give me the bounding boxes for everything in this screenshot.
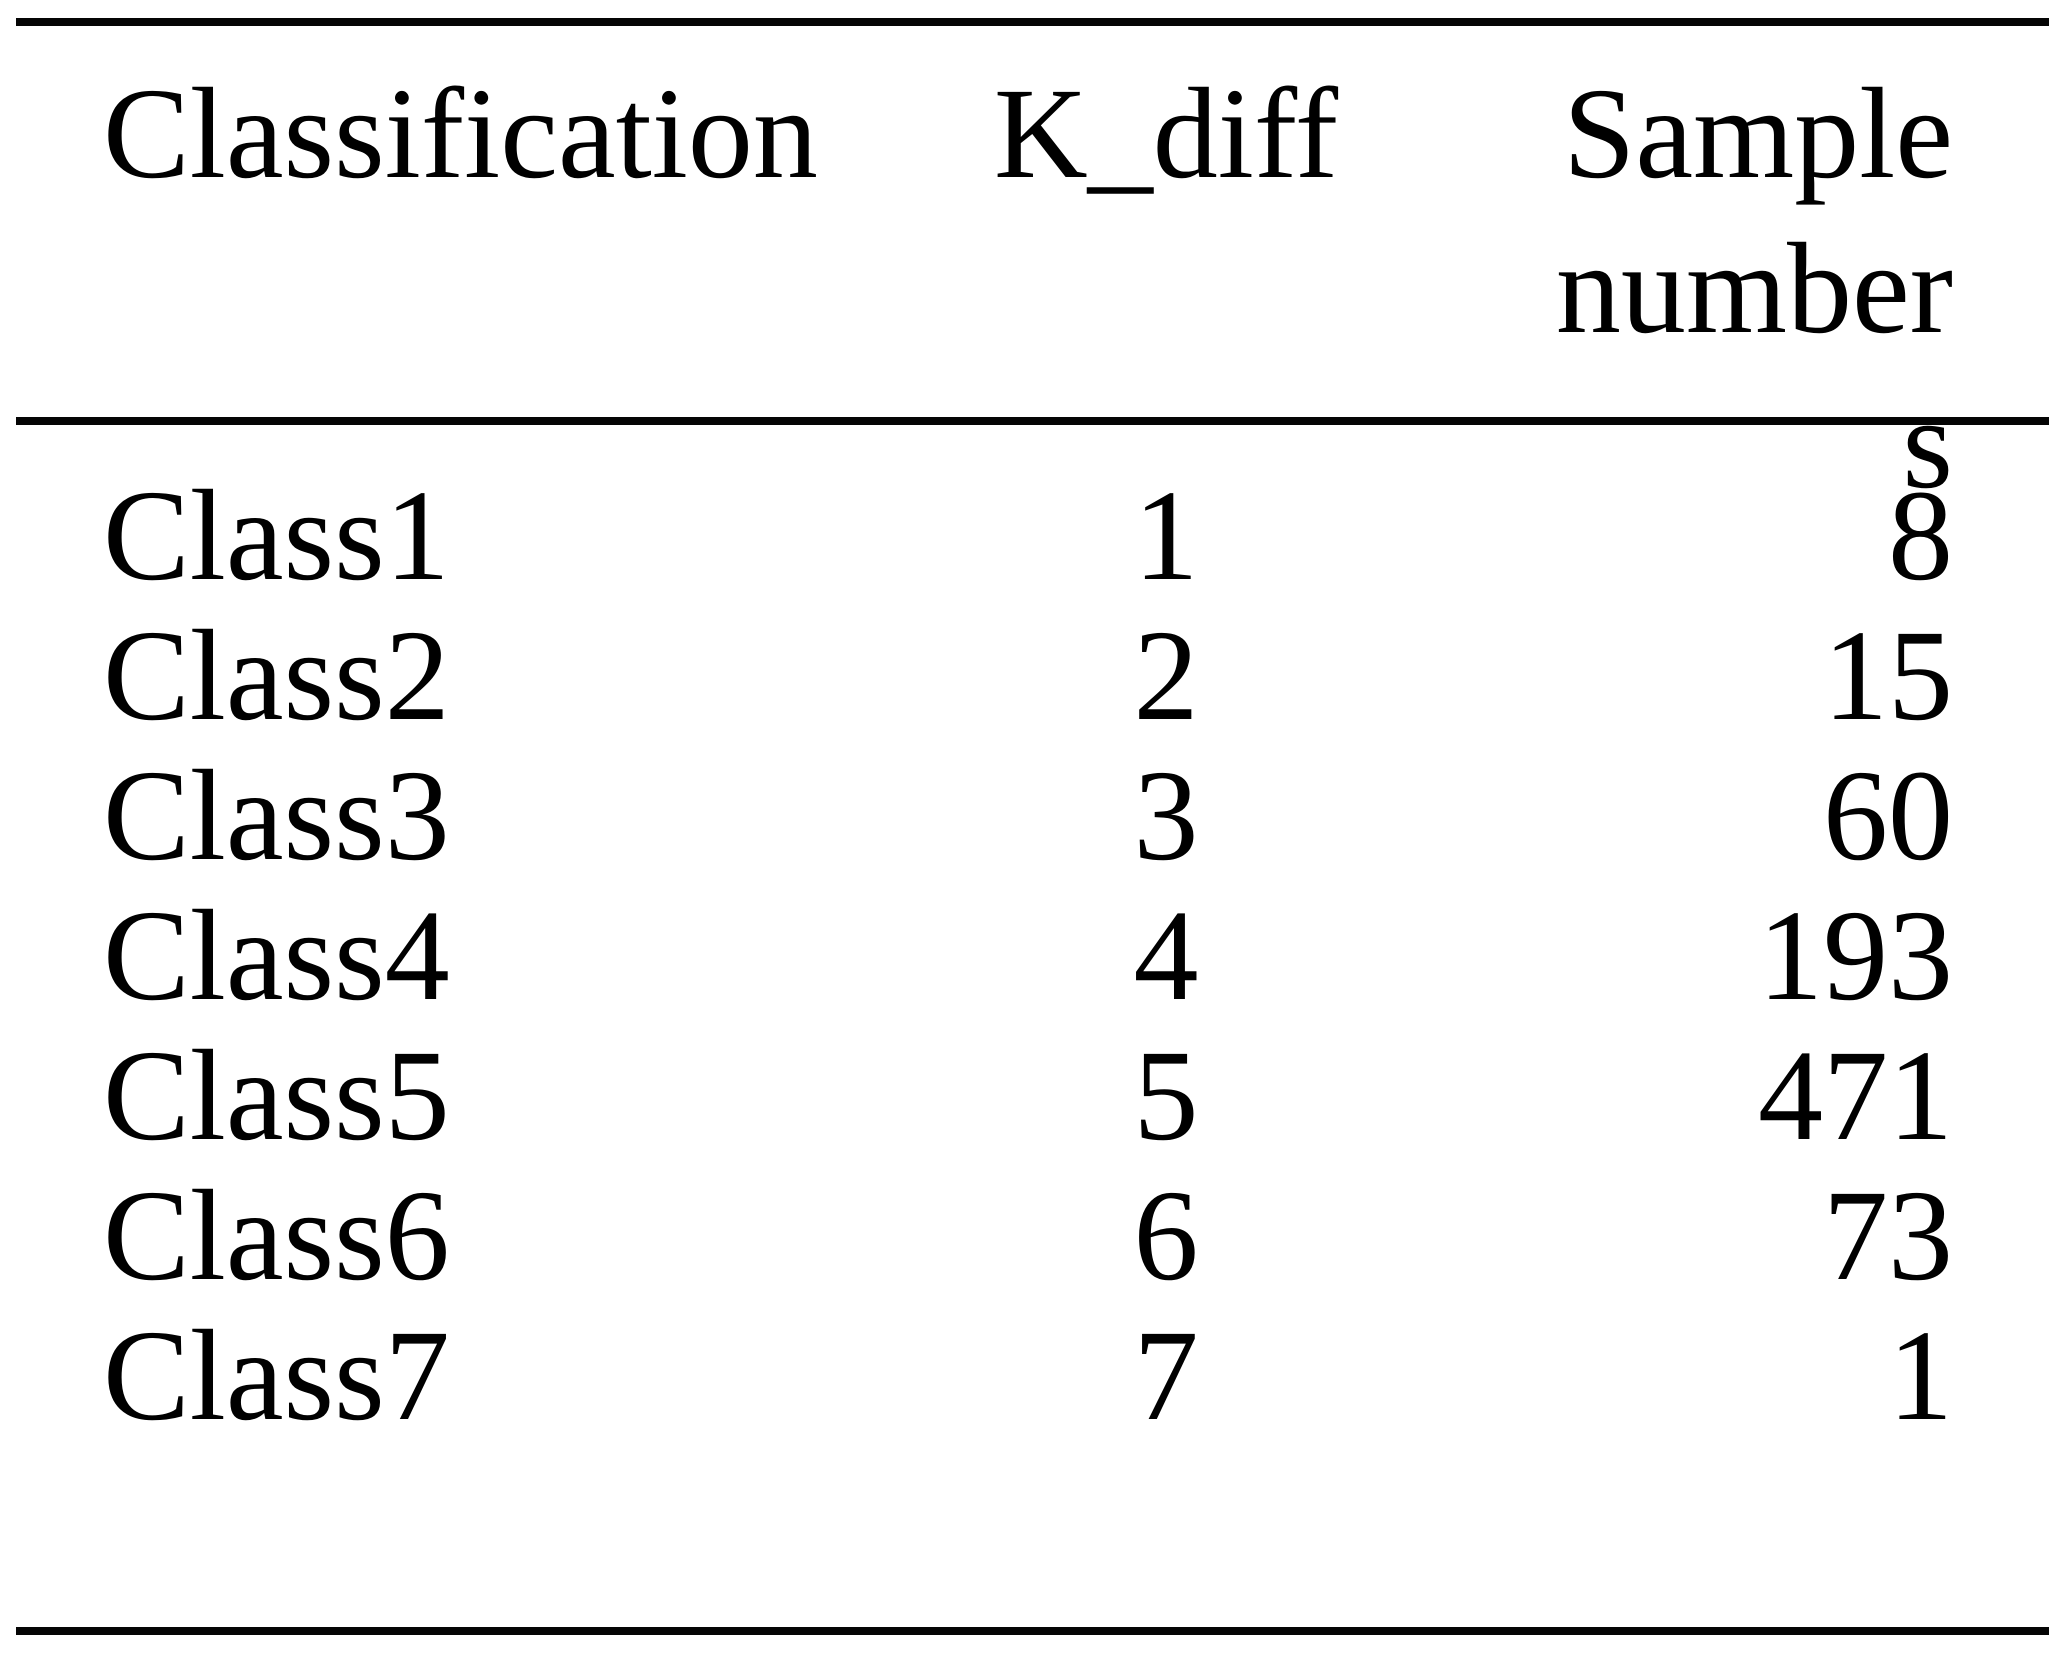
cell-sample-numbers: 15 <box>1823 604 1953 748</box>
cell-k-diff: 3 <box>1133 744 1199 888</box>
cell-classification: Class7 <box>103 1304 450 1448</box>
header-sample-numbers: Sample numbers <box>1555 62 1953 516</box>
cell-classification: Class1 <box>103 464 450 608</box>
cell-k-diff: 4 <box>1133 884 1199 1028</box>
cell-sample-numbers: 1 <box>1888 1304 1953 1448</box>
table-row: Class6 6 73 <box>16 1166 2049 1306</box>
cell-k-diff: 6 <box>1133 1164 1199 1308</box>
cell-k-diff: 5 <box>1133 1024 1199 1168</box>
cell-sample-numbers: 73 <box>1823 1164 1953 1308</box>
table-header-row: Classification K_diff Sample numbers <box>16 26 2049 516</box>
table-row: Class3 3 60 <box>16 746 2049 886</box>
table-row: Class4 4 193 <box>16 886 2049 1026</box>
header-k-diff: K_diff <box>993 62 1339 206</box>
cell-sample-numbers: 8 <box>1888 464 1953 608</box>
table-row: Class7 7 1 <box>16 1306 2049 1446</box>
cell-classification: Class4 <box>103 884 450 1028</box>
header-classification: Classification <box>103 62 818 206</box>
cell-classification: Class2 <box>103 604 450 748</box>
cell-classification: Class6 <box>103 1164 450 1308</box>
paper-table-page: { "document": { "kind": "academic-table"… <box>0 18 2067 1677</box>
cell-sample-numbers: 471 <box>1758 1024 1953 1168</box>
cell-sample-numbers: 193 <box>1758 884 1953 1028</box>
cell-k-diff: 7 <box>1133 1304 1199 1448</box>
cell-k-diff: 1 <box>1133 464 1199 608</box>
table-row: Class2 2 15 <box>16 606 2049 746</box>
classification-table: Classification K_diff Sample numbers Cla… <box>16 18 2049 1635</box>
cell-sample-numbers: 60 <box>1823 744 1953 888</box>
cell-k-diff: 2 <box>1133 604 1199 748</box>
cell-classification: Class3 <box>103 744 450 888</box>
table-body: Class1 1 8 Class2 2 15 Class3 3 60 Class… <box>16 425 2049 1627</box>
table-row: Class1 1 8 <box>16 466 2049 606</box>
cell-classification: Class5 <box>103 1024 450 1168</box>
table-row: Class5 5 471 <box>16 1026 2049 1166</box>
